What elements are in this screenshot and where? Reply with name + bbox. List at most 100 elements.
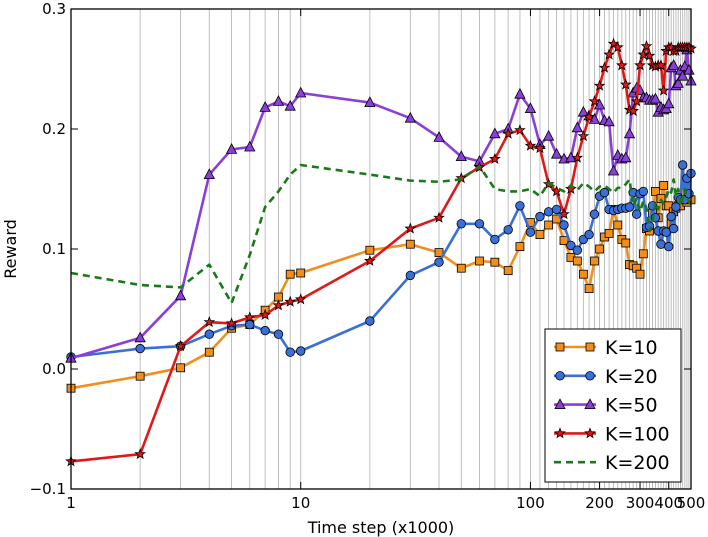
data-point-star [554,427,566,439]
data-point-star [558,208,570,220]
data-point-triangle [244,140,256,152]
data-point-star [611,41,624,53]
data-point-square [590,256,599,266]
data-point-triangle [649,92,662,104]
data-point-triangle [623,127,636,139]
data-point-triangle [667,59,680,70]
data-point-circle [260,325,270,336]
data-point-square [176,363,186,373]
series-line [70,163,693,305]
data-point-circle [543,207,554,217]
y-tick-label: 0.3 [42,0,66,18]
data-point-square [659,180,669,190]
data-point-star [404,222,417,234]
y-axis-label: Reward [1,219,20,279]
data-point-square [544,220,554,230]
data-point-triangle [603,115,615,127]
data-point-star [603,48,615,60]
data-point-star [640,40,653,52]
data-point-triangle [663,97,675,109]
data-point-star [627,104,639,116]
series-k-200 [70,163,693,305]
data-point-triangle [489,127,501,139]
x-tick-label: 400 [654,494,683,512]
x-tick-label: 500 [677,494,706,512]
data-point-circle [599,187,610,198]
data-point-square [585,342,595,352]
y-tick-label: 0.2 [42,120,66,138]
data-point-square [584,284,594,294]
data-point-triangle [364,96,376,107]
data-point-circle [585,371,595,381]
data-point-star [514,124,526,136]
data-point-square [434,248,444,258]
data-point-star [657,84,670,96]
data-point-triangle [620,151,632,163]
data-point-star [565,182,577,194]
data-point-triangle [542,129,555,141]
data-point-square [515,242,525,252]
data-point-star [272,299,285,311]
data-point-star [577,130,590,142]
data-point-star [502,127,515,139]
data-point-star [584,427,596,439]
data-point-star [364,254,376,266]
data-point-square [635,269,645,279]
y-tick-label: −0.1 [30,480,66,498]
data-point-circle [490,234,500,245]
data-point-triangle [225,143,238,154]
data-point-square [572,256,582,266]
y-tick-label: 0.1 [42,240,66,258]
legend-item: K=50 [554,395,658,417]
data-point-triangle [134,331,146,343]
data-point-triangle [203,168,215,180]
data-point-circle [273,329,284,339]
data-point-star [655,59,667,71]
x-axis-label: Time step (x1000) [307,518,455,537]
data-point-triangle [259,101,271,112]
data-point-circle [589,209,600,219]
data-point-triangle [584,398,596,410]
data-point-star [203,316,216,328]
legend-label: K=50 [605,395,658,417]
data-point-star [134,448,146,460]
data-point-triangle [607,164,620,176]
data-point-square [296,268,306,278]
legend-label: K=10 [605,337,658,359]
data-point-circle [525,227,536,237]
data-point-star [174,340,187,352]
data-point-triangle [550,147,563,159]
data-point-circle [661,227,671,237]
data-point-star [243,311,256,323]
data-point-triangle [524,102,537,113]
legend-label: K=200 [605,452,670,474]
data-point-square [535,230,545,240]
data-point-square [490,257,500,267]
data-point-circle [365,316,375,326]
data-point-triangle [295,86,307,98]
data-point-triangle [672,77,684,88]
data-point-circle [204,329,215,339]
data-point-circle [515,201,525,211]
data-point-circle [245,319,255,330]
legend-label: K=20 [605,366,658,388]
data-point-star [225,317,238,329]
data-point-square [555,342,565,352]
data-point-circle [631,209,642,219]
data-point-circle [656,239,666,249]
series-k-50 [65,43,697,363]
legend-item: K=20 [554,366,658,388]
legend-item: K=10 [554,337,658,359]
data-point-triangle [577,105,590,117]
data-point-triangle [272,95,285,106]
x-tick-label: 100 [516,494,545,512]
data-point-star [433,211,445,223]
data-point-star [598,61,611,73]
data-point-star [524,139,537,151]
data-point-square [621,238,631,248]
data-point-circle [503,225,513,235]
data-point-star [593,79,606,91]
data-point-circle [559,220,569,230]
